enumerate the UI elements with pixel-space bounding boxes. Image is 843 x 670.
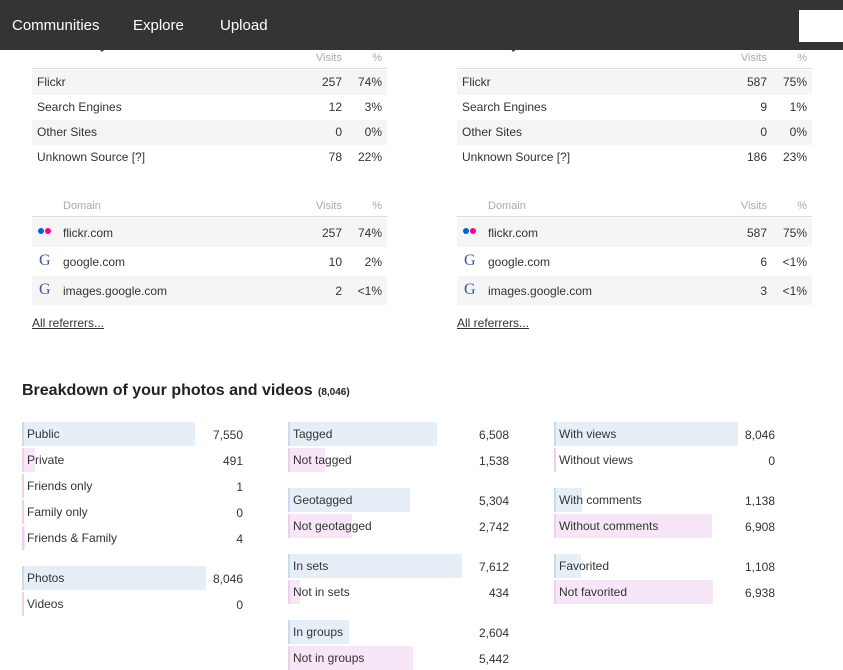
row-percent: 1% bbox=[457, 100, 807, 114]
domain-percent: 74% bbox=[32, 226, 382, 240]
row-percent: 0% bbox=[457, 125, 807, 139]
breakdown-count: 8,046 bbox=[22, 572, 243, 586]
row-percent: 3% bbox=[32, 100, 382, 114]
breakdown-count: 2,742 bbox=[288, 520, 509, 534]
row-percent: 22% bbox=[32, 150, 382, 164]
column-header: % bbox=[32, 200, 382, 212]
breakdown-count: 6,508 bbox=[288, 428, 509, 442]
breakdown-count: 1,538 bbox=[288, 454, 509, 468]
top-nav: Communities Explore Upload bbox=[0, 0, 843, 50]
domain-percent: <1% bbox=[457, 284, 807, 298]
divider bbox=[32, 68, 387, 69]
column-header: % bbox=[457, 52, 807, 64]
divider bbox=[457, 68, 812, 69]
breakdown-count: 0 bbox=[22, 506, 243, 520]
divider bbox=[32, 216, 387, 217]
breakdown-count: 7,612 bbox=[288, 560, 509, 574]
breakdown-count: 6,938 bbox=[554, 586, 775, 600]
all-referrers-link[interactable]: All referrers... bbox=[32, 316, 104, 330]
breakdown-count: 4 bbox=[22, 532, 243, 546]
column-header: % bbox=[457, 200, 807, 212]
breakdown-count: 7,550 bbox=[22, 428, 243, 442]
nav-link[interactable]: Upload bbox=[220, 17, 268, 34]
breakdown-count: 5,304 bbox=[288, 494, 509, 508]
breakdown-count: 8,046 bbox=[554, 428, 775, 442]
row-percent: 23% bbox=[457, 150, 807, 164]
search-box[interactable] bbox=[799, 10, 843, 42]
breakdown-count: 0 bbox=[554, 454, 775, 468]
breakdown-count: 1,138 bbox=[554, 494, 775, 508]
breakdown-count: 5,442 bbox=[288, 652, 509, 666]
column-header: % bbox=[32, 52, 382, 64]
breakdown-count: 6,908 bbox=[554, 520, 775, 534]
breakdown-title: Breakdown of your photos and videos bbox=[22, 382, 313, 400]
domain-percent: 2% bbox=[32, 255, 382, 269]
breakdown-count: 1 bbox=[22, 480, 243, 494]
breakdown-total: (8,046) bbox=[318, 387, 350, 398]
breakdown-count: 491 bbox=[22, 454, 243, 468]
domain-percent: <1% bbox=[32, 284, 382, 298]
row-percent: 0% bbox=[32, 125, 382, 139]
divider bbox=[457, 216, 812, 217]
domain-percent: 75% bbox=[457, 226, 807, 240]
domain-percent: <1% bbox=[457, 255, 807, 269]
breakdown-count: 0 bbox=[22, 598, 243, 612]
breakdown-count: 1,108 bbox=[554, 560, 775, 574]
breakdown-count: 2,604 bbox=[288, 626, 509, 640]
row-percent: 74% bbox=[32, 75, 382, 89]
breakdown-count: 434 bbox=[288, 586, 509, 600]
nav-link[interactable]: Communities bbox=[12, 17, 100, 34]
nav-link[interactable]: Explore bbox=[133, 17, 184, 34]
all-referrers-link[interactable]: All referrers... bbox=[457, 316, 529, 330]
row-percent: 75% bbox=[457, 75, 807, 89]
